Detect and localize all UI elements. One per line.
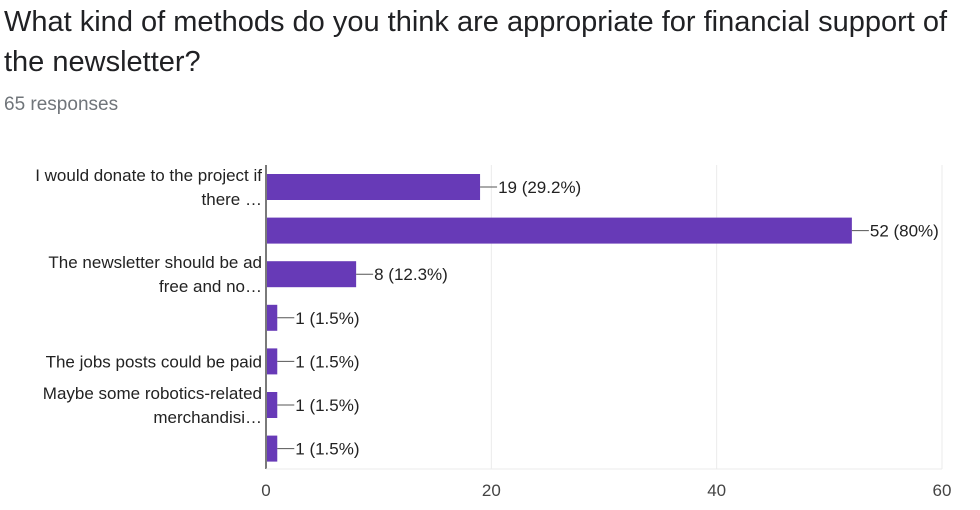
value-label: 1 (1.5%) — [295, 309, 359, 328]
category-label: I would donate to the project if — [35, 166, 262, 185]
value-label: 8 (12.3%) — [374, 265, 448, 284]
value-label: 1 (1.5%) — [295, 352, 359, 371]
category-label: merchandisi… — [153, 408, 262, 427]
response-count: 65 responses — [4, 94, 119, 115]
category-label: The jobs posts could be paid — [46, 352, 262, 371]
category-label: The newsletter should be ad — [48, 253, 262, 272]
x-tick-label: 40 — [707, 481, 726, 500]
bar — [267, 174, 481, 200]
value-label: 19 (29.2%) — [498, 178, 581, 197]
value-label: 1 (1.5%) — [295, 396, 359, 415]
x-tick-label: 20 — [482, 481, 501, 500]
question-title: What kind of methods do you think are ap… — [4, 6, 948, 78]
bar — [267, 392, 278, 418]
category-label: Maybe some robotics-related — [43, 384, 262, 403]
category-label: there … — [202, 190, 262, 209]
bar — [267, 304, 278, 331]
bar — [267, 435, 278, 462]
category-label: free and no… — [159, 277, 262, 296]
x-tick-label: 0 — [261, 481, 270, 500]
x-tick-label: 60 — [933, 481, 952, 500]
bar — [267, 261, 357, 288]
value-label: 1 (1.5%) — [295, 440, 359, 459]
bar — [267, 348, 278, 375]
value-label: 52 (80%) — [870, 222, 939, 241]
bar — [267, 217, 852, 244]
